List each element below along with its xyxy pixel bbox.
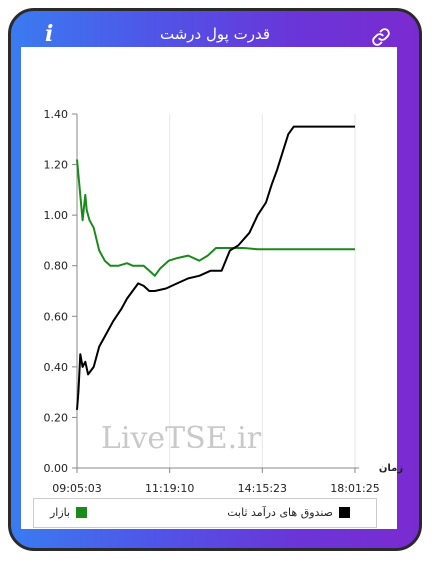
legend-item-funds[interactable]: صندوق های درآمد ثابت bbox=[227, 506, 350, 519]
y-tick-label: 0.00 bbox=[44, 462, 69, 475]
x-tick-label: 18:01:25 bbox=[330, 482, 379, 495]
y-tick-label: 0.20 bbox=[44, 411, 69, 424]
legend-label-market: بازار bbox=[50, 506, 71, 519]
page-title: قدرت پول درشت bbox=[160, 25, 270, 43]
y-tick-label: 1.40 bbox=[44, 108, 69, 121]
x-tick-label: 11:19:10 bbox=[145, 482, 194, 495]
x-tick-label: 09:05:03 bbox=[52, 482, 101, 495]
legend-swatch-market bbox=[76, 507, 88, 518]
legend-swatch-funds bbox=[339, 507, 350, 518]
legend-item-market[interactable]: بازار bbox=[50, 506, 88, 519]
y-tick-label: 1.20 bbox=[44, 159, 69, 172]
legend-label-funds: صندوق های درآمد ثابت bbox=[227, 506, 333, 519]
series-lines bbox=[76, 125, 355, 410]
series-line-funds bbox=[76, 125, 355, 410]
x-tick-label: 14:15:23 bbox=[238, 482, 287, 495]
y-tick-label: 0.60 bbox=[44, 310, 69, 323]
grid bbox=[169, 114, 356, 468]
y-tick-label: 0.40 bbox=[44, 361, 69, 374]
y-tick-label: 0.80 bbox=[44, 260, 69, 273]
legend: بازار صندوق های درآمد ثابت bbox=[33, 498, 377, 528]
axes: 09:05:03 11:19:10 14:15:23 18:01:25 0.00 0.20… bbox=[44, 108, 380, 495]
x-axis-label: زمان bbox=[379, 463, 403, 474]
y-tick-label: 1.00 bbox=[44, 209, 69, 222]
watermark: LiveTSE.ir bbox=[101, 421, 262, 456]
series-line-market bbox=[76, 159, 355, 277]
header: i قدرت پول درشت bbox=[11, 11, 419, 61]
link-icon[interactable] bbox=[371, 27, 391, 47]
info-icon[interactable]: i bbox=[45, 21, 54, 47]
